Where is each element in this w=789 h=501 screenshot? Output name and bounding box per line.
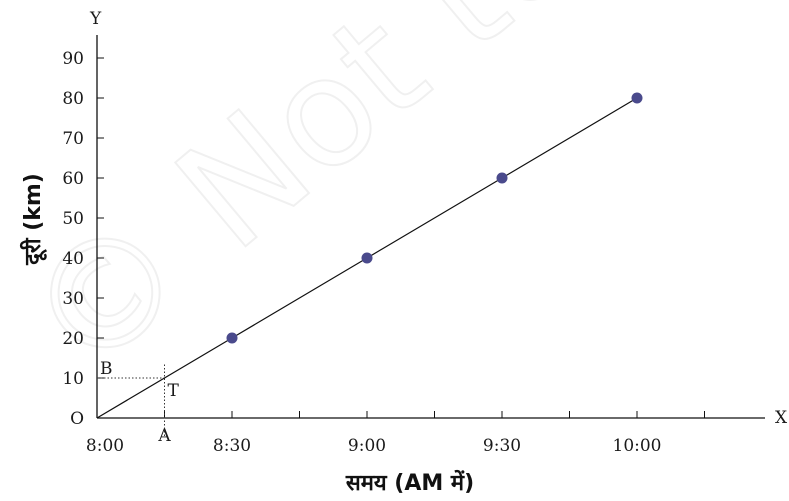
- y-tick-label: O: [70, 409, 84, 429]
- point-label-t: T: [168, 381, 180, 401]
- foot-label-a: A: [157, 426, 171, 446]
- data-point: [361, 252, 373, 264]
- y-tick-label: 90: [62, 49, 84, 69]
- data-point: [226, 332, 238, 344]
- foot-label-b: B: [100, 359, 113, 379]
- x-tick-label: 8:30: [213, 436, 251, 456]
- data-markers: [226, 92, 643, 344]
- y-tick-label: 70: [62, 129, 84, 149]
- x-tick-label: 10:00: [613, 436, 662, 456]
- y-tick-label: 10: [62, 369, 84, 389]
- x-axis-letter: X: [775, 408, 788, 428]
- annotation-guides: T A B: [97, 359, 180, 446]
- axis-titles: समय (AM में) दूरी (km): [19, 173, 474, 496]
- svg-text:© Not to be republished: © Not to be republished: [0, 0, 789, 411]
- ticks: O 10 20 30 40 50 60 70 80 90 8:00 8:30 9:00 9:30 10:00: [62, 49, 705, 456]
- data-point: [496, 172, 508, 184]
- watermark: © Not to be republished: [0, 0, 789, 411]
- y-tick-label: 50: [62, 209, 84, 229]
- y-axis-title: दूरी (km): [19, 173, 48, 266]
- y-tick-label: 30: [62, 289, 84, 309]
- x-tick-label: 9:30: [483, 436, 521, 456]
- x-axis-title: समय (AM में): [345, 469, 474, 496]
- y-tick-label: 60: [62, 169, 84, 189]
- x-tick-label: 8:00: [86, 436, 124, 456]
- data-point: [631, 92, 643, 104]
- y-axis-letter: Y: [89, 9, 102, 29]
- y-tick-label: 20: [62, 329, 84, 349]
- y-tick-label: 40: [62, 249, 84, 269]
- axes: XY: [89, 9, 788, 428]
- y-tick-label: 80: [62, 89, 84, 109]
- x-tick-label: 9:00: [348, 436, 386, 456]
